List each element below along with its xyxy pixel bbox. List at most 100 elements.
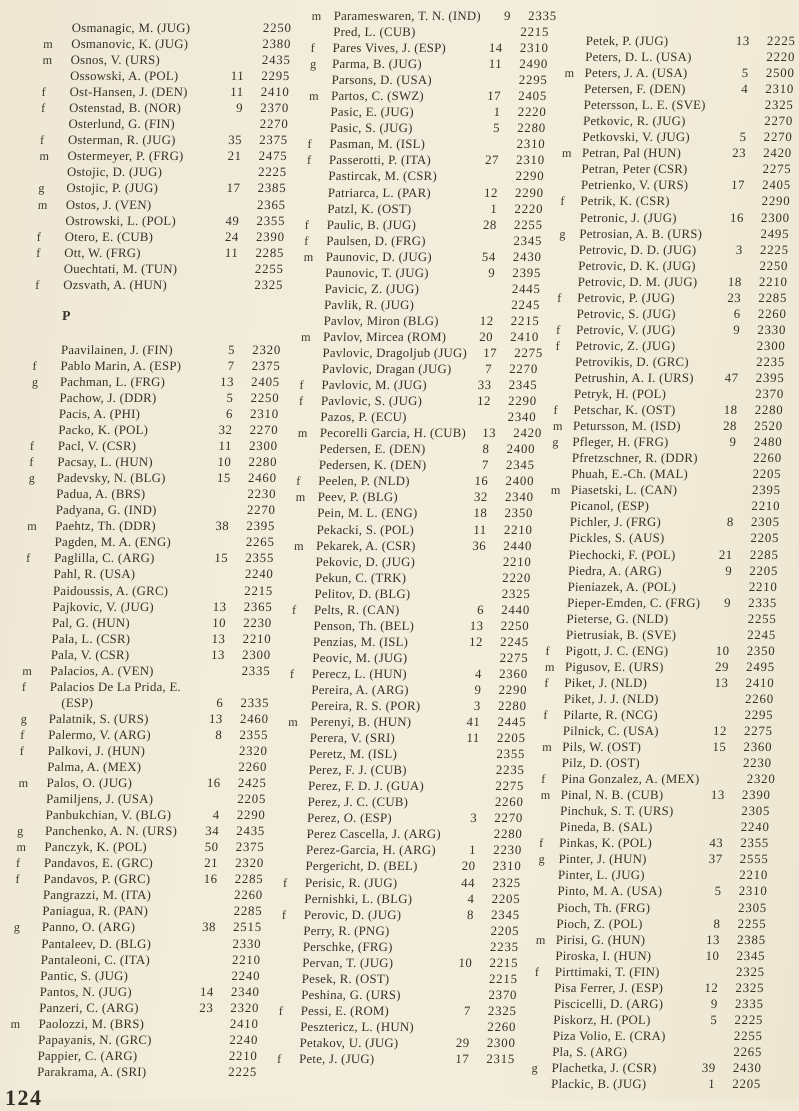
games-count: 36 bbox=[472, 538, 487, 553]
rating-list-row: f Passerotti, P. (ITA) 27 2310 bbox=[307, 152, 546, 168]
games-count: 17 bbox=[730, 178, 746, 193]
player-name: Petrovic, V. (JUG) bbox=[575, 322, 676, 337]
player-name: Pekarek, A. (CSR) bbox=[315, 538, 416, 553]
elo-rating: 2350 bbox=[746, 643, 776, 658]
elo-rating: 2210 bbox=[242, 631, 272, 646]
player-name: Pekacki, S. (POL) bbox=[316, 522, 415, 537]
elo-rating: 2260 bbox=[494, 795, 524, 810]
player-name: Panchenko, A. N. (URS) bbox=[44, 824, 178, 839]
player-name: Osterlund, G. (FIN) bbox=[68, 117, 176, 132]
player-name: Phuah, E.-Ch. (MAL) bbox=[571, 467, 689, 482]
player-name: Pervan, T. (JUG) bbox=[302, 955, 394, 970]
rating-list-row: Pastircak, M. (CSR) 2290 bbox=[306, 168, 545, 184]
player-name: Perry, R. (PNG) bbox=[303, 923, 390, 938]
games-count: 8 bbox=[482, 442, 490, 457]
elo-rating: 2250 bbox=[250, 390, 280, 405]
games-count: 21 bbox=[203, 856, 219, 871]
games-count: 15 bbox=[214, 551, 229, 566]
player-name: Passerotti, P. (ITA) bbox=[328, 153, 432, 168]
elo-rating: 2335 bbox=[527, 9, 558, 23]
games-count: 50 bbox=[204, 840, 219, 855]
rating-list-row: Palma, A. (MEX) 2260 bbox=[19, 759, 268, 775]
player-name: Ouechtati, M. (TUN) bbox=[63, 261, 178, 276]
player-name: Peretz, M. (ISL) bbox=[309, 747, 398, 762]
player-name: Pinkas, K. (POL) bbox=[558, 836, 653, 851]
title-marker: m bbox=[540, 788, 551, 803]
elo-rating: 2255 bbox=[513, 217, 544, 232]
player-name: Pantaleev, D. (BLG) bbox=[41, 936, 152, 951]
rating-list-row: Papayanis, N. (GRC) 2240 bbox=[10, 1032, 259, 1048]
rating-list-row: Pekun, C. (TRK) 2220 bbox=[293, 570, 532, 586]
player-name: Pekovic, D. (JUG) bbox=[315, 554, 416, 569]
player-name: Patriarca, L. (PAR) bbox=[327, 185, 432, 200]
rating-list-row: Pioch, Z. (POL) 8 2255 bbox=[536, 916, 767, 932]
player-name: Petryk, H. (POL) bbox=[573, 387, 667, 402]
player-name: Pilz, D. (OST) bbox=[561, 756, 641, 771]
elo-rating: 2445 bbox=[511, 281, 541, 296]
player-name: Pigott, J. C. (ENG) bbox=[565, 643, 669, 658]
player-name: Pecorelli Garcia, H. (CUB) bbox=[319, 426, 467, 441]
elo-rating: 2225 bbox=[759, 242, 790, 257]
rating-list-row: f Pinkas, K. (POL) 43 2355 bbox=[539, 835, 770, 851]
elo-rating: 2220 bbox=[517, 105, 547, 120]
elo-rating: 2335 bbox=[240, 695, 270, 710]
elo-rating: 2285 bbox=[233, 904, 263, 919]
rating-list-row: Pacis, A. (PHI) 6 2310 bbox=[31, 406, 280, 422]
games-count: 7 bbox=[484, 362, 493, 377]
player-name: Peters, D. L. (USA) bbox=[584, 50, 692, 65]
games-count: 13 bbox=[482, 426, 497, 441]
elo-rating: 2320 bbox=[238, 743, 268, 758]
rating-list-row: m Panczyk, K. (POL) 50 2375 bbox=[16, 839, 265, 855]
player-name: Parsons, D. (USA) bbox=[331, 73, 433, 88]
games-count: 12 bbox=[468, 634, 484, 649]
player-name: Pedersen, E. (DEN) bbox=[319, 442, 426, 457]
games-count: 13 bbox=[211, 631, 226, 646]
elo-rating: 2320 bbox=[252, 342, 282, 357]
elo-rating: 2210 bbox=[751, 499, 781, 514]
elo-rating: 2235 bbox=[495, 763, 525, 778]
title-marker: f bbox=[553, 403, 558, 418]
elo-rating: 2270 bbox=[246, 503, 276, 518]
elo-rating: 2285 bbox=[758, 290, 788, 305]
rating-list-row: Pereira, R. S. (POR) 3 2280 bbox=[289, 698, 528, 714]
player-name: Petursson, M. (ISD) bbox=[572, 419, 682, 434]
player-name: Pinal, N. B. (CUB) bbox=[560, 788, 664, 803]
player-name: Petrovic, D. D. (JUG) bbox=[578, 242, 697, 257]
player-name: Padyana, G. (IND) bbox=[55, 503, 157, 518]
elo-rating: 2400 bbox=[506, 442, 536, 457]
player-name: Pala, V. (CSR) bbox=[50, 647, 130, 662]
rating-list-row: Pavlovic, Dragoljub (JUG) 17 2275 bbox=[300, 345, 543, 361]
games-count: 18 bbox=[723, 403, 738, 418]
player-name: Perisic, R. (JUG) bbox=[304, 875, 398, 890]
rating-list-row: f Petschar, K. (OST) 18 2280 bbox=[553, 402, 784, 418]
player-name: Pavlov, Miron (BLG) bbox=[323, 313, 440, 328]
rating-list-row: Ouechtati, M. (TUN) 2255 bbox=[35, 261, 284, 277]
games-count: 54 bbox=[481, 249, 496, 264]
rating-list-row: f Ozsvath, A. (HUN) 2325 bbox=[35, 277, 284, 293]
games-count: 11 bbox=[218, 439, 233, 454]
title-marker: m bbox=[311, 9, 322, 23]
player-name: Ostermeyer, P. (FRG) bbox=[67, 149, 184, 164]
rating-list-row: Perez Cascella, J. (ARG) 2280 bbox=[284, 826, 523, 842]
title-marker: f bbox=[544, 675, 549, 690]
elo-rating: 2240 bbox=[231, 968, 261, 983]
elo-rating: 2360 bbox=[498, 666, 529, 681]
elo-rating: 2325 bbox=[491, 875, 522, 890]
elo-rating: 2310 bbox=[519, 41, 549, 56]
rating-list-row: f Palacios De La Prida, E. bbox=[22, 679, 271, 695]
player-name: Perovic, D. (JUG) bbox=[303, 907, 402, 922]
elo-rating: 2395 bbox=[246, 519, 276, 534]
games-count: 4 bbox=[212, 808, 220, 823]
title-marker: f bbox=[310, 41, 315, 56]
rating-list-row: Pamiljens, J. (USA) 2205 bbox=[18, 791, 267, 807]
games-count: 3 bbox=[473, 699, 482, 714]
games-count: 21 bbox=[718, 547, 733, 562]
games-count: 24 bbox=[224, 229, 240, 244]
player-name: Pessi, E. (ROM) bbox=[300, 1003, 390, 1018]
games-count: 35 bbox=[227, 133, 243, 148]
rating-list-row: Petrienko, V. (URS) 17 2405 bbox=[561, 177, 792, 193]
rating-list-row: Petran, Peter (CSR) 2275 bbox=[561, 161, 792, 177]
games-count: 5 bbox=[227, 342, 236, 357]
elo-rating: 2410 bbox=[510, 329, 540, 344]
elo-rating: 2210 bbox=[739, 868, 769, 883]
